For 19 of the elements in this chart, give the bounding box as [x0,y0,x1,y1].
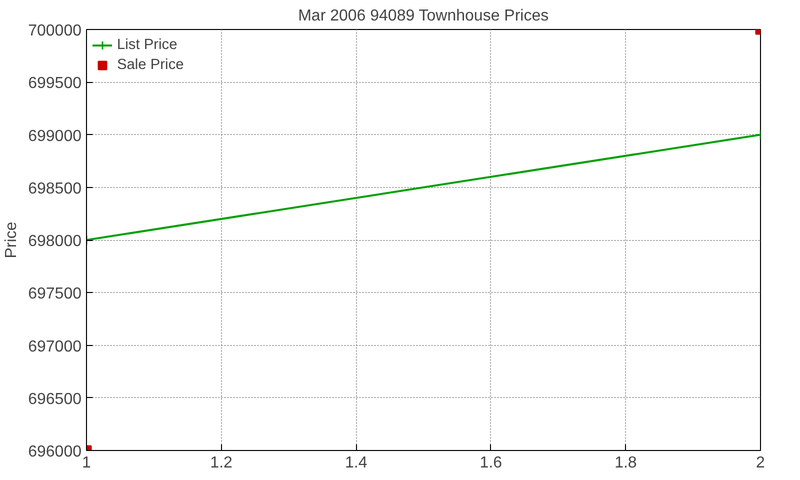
y-tick-label: 696000 [28,444,82,460]
y-tick-label: 696500 [28,390,82,408]
y-tick-label: 699000 [28,128,82,145]
y-tick-label: 698000 [28,233,82,250]
chart-title: Mar 2006 94089 Townhouse Prices [298,8,549,24]
y-tick-label: 700000 [28,22,82,40]
y-tick-label: 698500 [28,180,82,198]
x-tick-label: 1 [82,454,92,472]
y-tick-label: 697500 [28,286,82,303]
x-tick-label: 1.2 [210,454,233,472]
y-tick-label: 699500 [28,75,82,92]
y-tick-label: 697000 [28,338,82,356]
legend-label: List Price [117,37,178,53]
x-tick-label: 2 [756,454,766,472]
x-tick-label: 1.4 [344,454,368,472]
y-axis-title: Price [3,222,20,258]
x-tick-label: 1.8 [614,454,637,472]
x-tick-label: 1.6 [480,454,502,472]
legend-label: Sale Price [117,57,184,73]
